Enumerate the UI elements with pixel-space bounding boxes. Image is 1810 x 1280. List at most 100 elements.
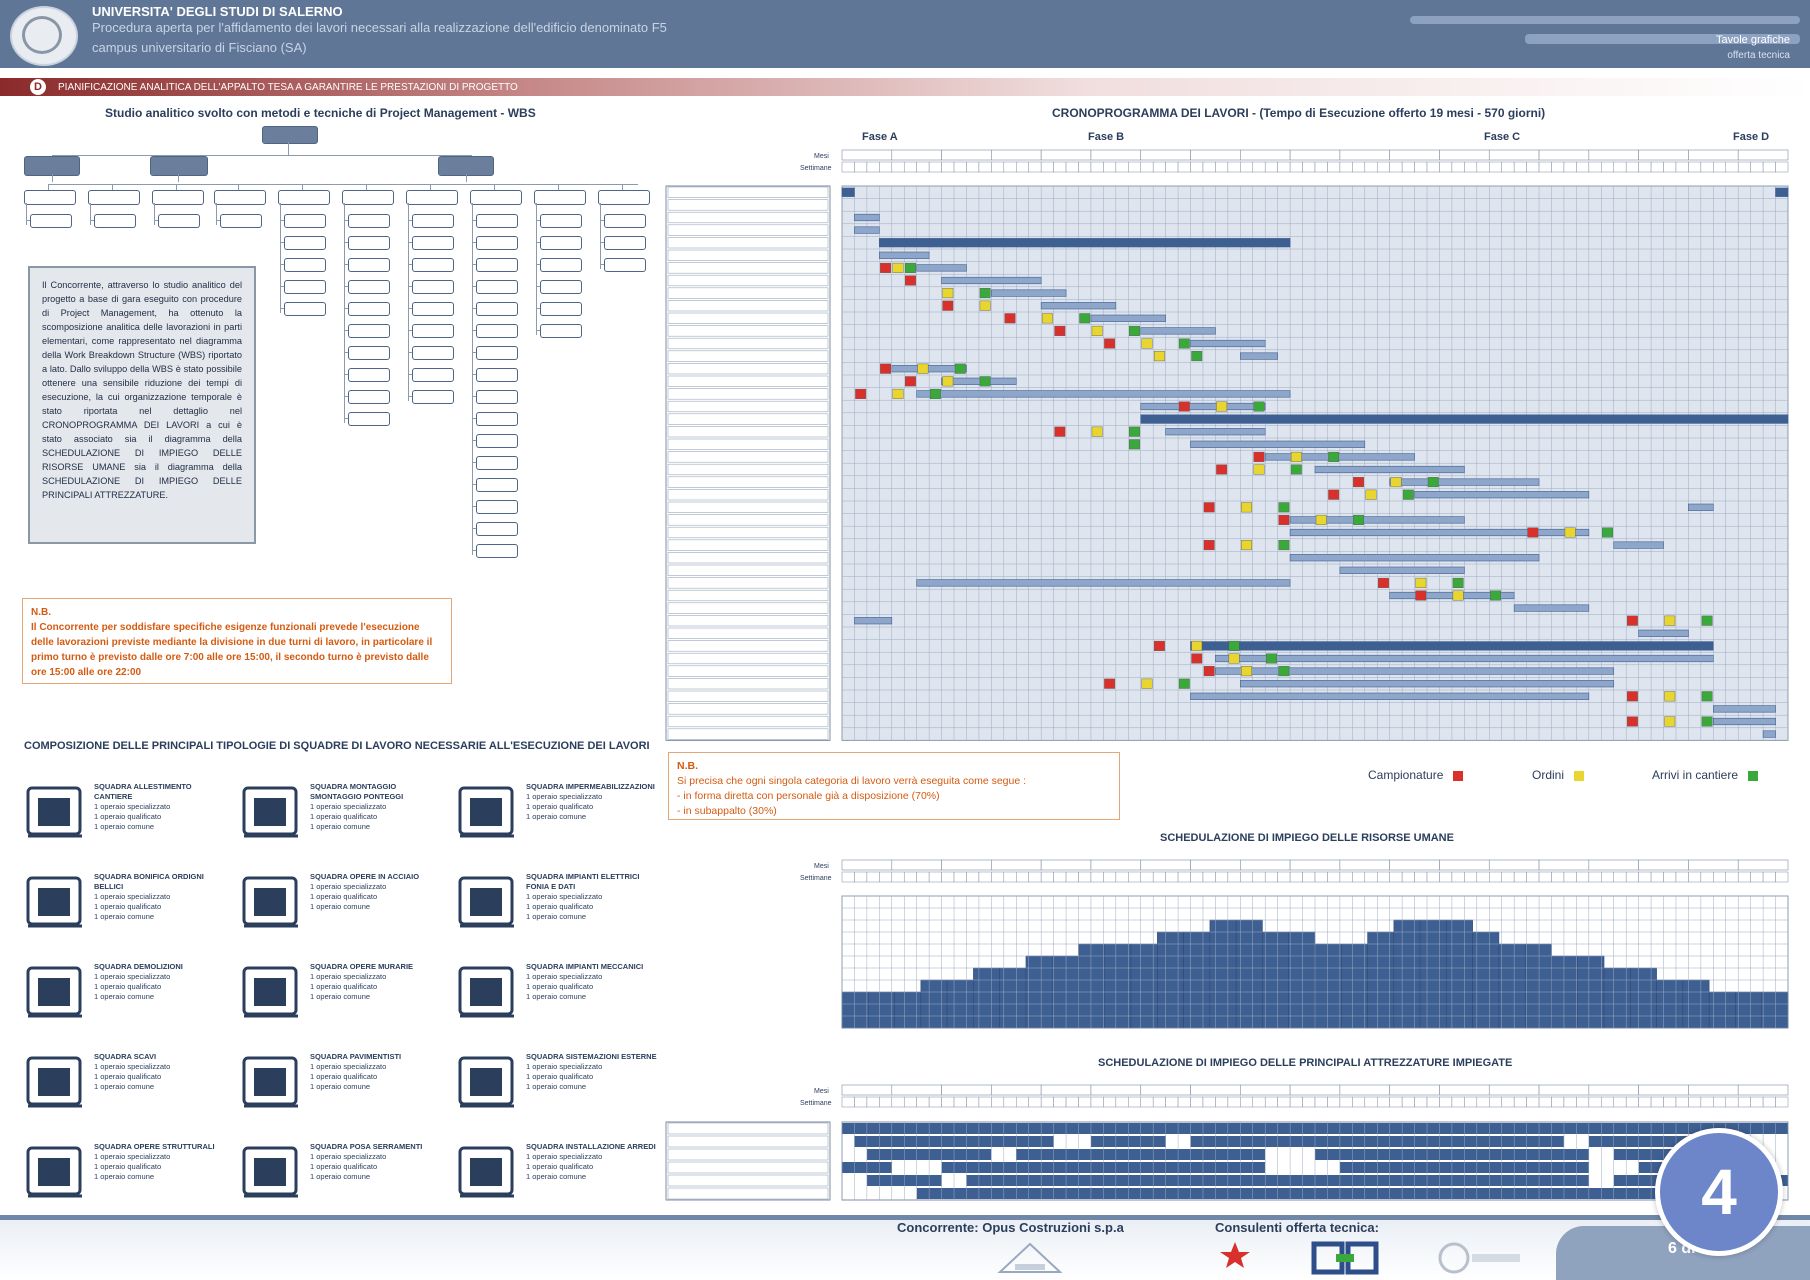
week-cell	[1202, 161, 1216, 173]
gantt-bar	[1190, 440, 1366, 448]
week-cell	[1240, 1096, 1254, 1108]
month-cell	[1688, 859, 1739, 871]
header-decor-bar	[1525, 34, 1800, 44]
hr-bar	[1341, 943, 1368, 1029]
wbs-connector	[112, 184, 113, 190]
task-name-cell	[667, 715, 829, 728]
squad-line: 1 operaio qualificato	[94, 812, 162, 821]
hr-bar	[1551, 955, 1579, 1029]
month-cell	[1190, 149, 1241, 161]
month-cell	[1488, 149, 1540, 161]
wbs-connector	[288, 142, 289, 156]
equipment-bar	[916, 1188, 1664, 1199]
legend-campionature-label: Campionature	[1368, 768, 1444, 782]
week-cell	[879, 1096, 893, 1108]
squad-card: SQUADRA PAVIMENTISTI 1 operaio specializz…	[238, 1048, 448, 1118]
task-name-cell	[667, 363, 829, 375]
settimane-label: Settimane	[800, 875, 832, 882]
week-cell	[1103, 1096, 1117, 1108]
week-cell	[1426, 871, 1440, 883]
wbs-node	[284, 236, 326, 250]
gantt-bar	[941, 276, 1042, 285]
wbs-connector	[536, 264, 540, 265]
wbs-node	[476, 500, 518, 514]
task-name-cell	[667, 489, 829, 501]
wbs-node	[476, 258, 518, 272]
wbs-node	[284, 258, 326, 272]
week-cell	[1240, 161, 1254, 173]
wbs-connector	[622, 184, 623, 190]
week-cell	[1314, 871, 1328, 883]
gantt-marker	[1153, 640, 1165, 651]
week-cell	[1613, 1096, 1627, 1108]
gantt-bar	[1140, 402, 1266, 411]
hr-bar	[973, 967, 1000, 1029]
week-cell	[1426, 161, 1440, 173]
gantt-bar	[841, 187, 855, 197]
month-cell	[1140, 1084, 1191, 1096]
squad-line: 1 operaio specializzato	[94, 892, 171, 901]
week-cell	[1190, 1096, 1204, 1108]
wbs-connector	[408, 242, 412, 243]
squad-line: 1 operaio comune	[310, 822, 371, 831]
gantt-bar	[891, 365, 967, 373]
wbs-connector	[472, 330, 476, 331]
wbs-node	[88, 190, 140, 205]
month-cell	[1688, 149, 1739, 161]
week-cell	[1065, 161, 1079, 173]
squad-line: 1 operaio specializzato	[526, 1062, 603, 1071]
squad-line: 1 operaio comune	[94, 992, 155, 1001]
month-cell	[941, 859, 992, 871]
week-cell	[1526, 1096, 1540, 1108]
wbs-connector	[536, 242, 540, 243]
week-cell	[1140, 871, 1154, 883]
wbs-connector	[472, 396, 476, 397]
week-cell	[1489, 161, 1502, 173]
gantt-bar	[1215, 667, 1615, 675]
week-cell	[1352, 871, 1366, 883]
hr-bar	[1446, 919, 1473, 1029]
gantt-bar	[854, 617, 893, 625]
week-cell	[1464, 161, 1478, 173]
month-cell	[1140, 859, 1191, 871]
wbs-node	[348, 280, 390, 294]
task-name-cell	[667, 249, 829, 261]
week-cell	[978, 871, 992, 883]
week-cell	[854, 871, 868, 883]
wbs-node	[412, 214, 454, 228]
nb-turni-box: N.B. Il Concorrente per soddisfare speci…	[22, 598, 452, 684]
squad-line: 1 operaio qualificato	[310, 812, 378, 821]
week-cell	[1451, 871, 1465, 883]
wbs-node	[348, 236, 390, 250]
wbs-connector	[280, 308, 284, 309]
week-cell	[1165, 871, 1179, 883]
week-cell	[1439, 1096, 1453, 1108]
week-cell	[1215, 871, 1229, 883]
gantt-marker	[942, 300, 954, 311]
wbs-node	[540, 302, 582, 316]
gantt-marker	[1278, 514, 1290, 525]
equipment-bar	[866, 1175, 942, 1186]
week-cell	[1090, 871, 1104, 883]
month-cell	[1240, 859, 1291, 871]
task-name-cell	[667, 274, 829, 287]
month-cell	[1638, 859, 1689, 871]
wbs-node	[412, 346, 454, 360]
week-cell	[1264, 1096, 1278, 1108]
wbs-node	[412, 368, 454, 382]
gantt-marker	[1490, 590, 1501, 601]
hr-bar	[1656, 979, 1684, 1029]
week-cell	[1675, 161, 1689, 173]
week-cell	[1401, 871, 1415, 883]
squad-name: SQUADRA IMPIANTI MECCANICI	[526, 962, 644, 971]
worker-icon	[458, 966, 514, 1018]
wbs-connector	[408, 330, 412, 331]
week-cell	[1314, 1096, 1328, 1108]
wbs-node	[152, 190, 204, 205]
wbs-node	[348, 324, 390, 338]
squad-line: 1 operaio qualificato	[94, 982, 162, 991]
gantt-marker	[1178, 338, 1190, 349]
gantt-marker	[1328, 489, 1340, 500]
week-cell	[891, 871, 905, 883]
week-cell	[991, 1096, 1005, 1108]
